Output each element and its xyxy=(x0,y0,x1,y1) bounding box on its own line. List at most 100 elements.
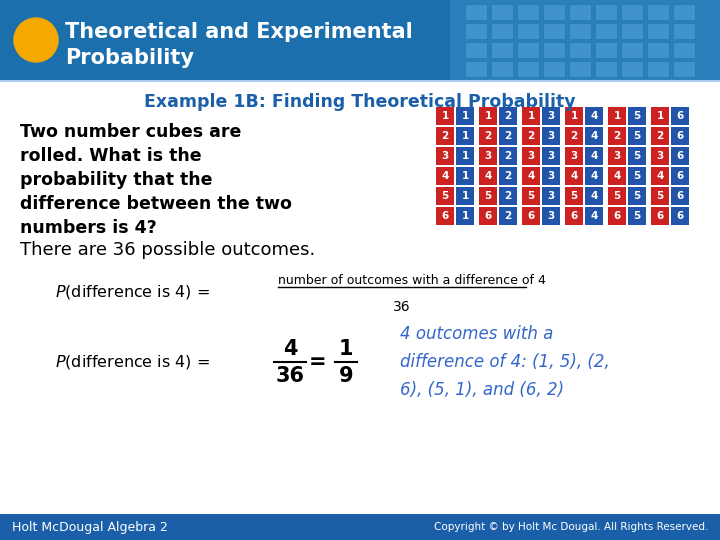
Bar xyxy=(479,167,497,185)
Bar xyxy=(517,42,539,58)
Bar xyxy=(651,187,669,205)
Bar xyxy=(595,4,617,20)
Text: difference between the two: difference between the two xyxy=(20,195,292,213)
Bar xyxy=(647,23,669,39)
Bar xyxy=(565,187,583,205)
Text: 1: 1 xyxy=(441,111,449,121)
Bar xyxy=(491,23,513,39)
Text: 4: 4 xyxy=(441,171,449,181)
Text: 1: 1 xyxy=(462,131,469,141)
Bar xyxy=(456,187,474,205)
Text: 6: 6 xyxy=(527,211,535,221)
Text: 5: 5 xyxy=(634,191,641,201)
Text: There are 36 possible outcomes.: There are 36 possible outcomes. xyxy=(20,241,315,259)
Bar xyxy=(517,23,539,39)
Bar xyxy=(671,147,689,165)
Text: 1: 1 xyxy=(462,111,469,121)
Bar xyxy=(647,61,669,77)
Text: 4: 4 xyxy=(527,171,535,181)
Bar xyxy=(522,147,540,165)
Bar xyxy=(436,107,454,125)
Text: 3: 3 xyxy=(613,151,621,161)
Bar xyxy=(543,4,565,20)
Bar xyxy=(595,23,617,39)
Bar xyxy=(628,127,646,145)
Text: 6: 6 xyxy=(441,211,449,221)
Bar xyxy=(628,107,646,125)
Bar xyxy=(499,167,517,185)
Bar xyxy=(456,147,474,165)
Text: Probability: Probability xyxy=(65,48,194,68)
Bar xyxy=(499,187,517,205)
Bar xyxy=(465,23,487,39)
Bar xyxy=(479,207,497,225)
Text: 6: 6 xyxy=(676,191,683,201)
Bar xyxy=(585,167,603,185)
Bar xyxy=(621,42,643,58)
Text: 4: 4 xyxy=(485,171,492,181)
Text: 1: 1 xyxy=(338,339,354,359)
Bar xyxy=(522,207,540,225)
Text: probability that the: probability that the xyxy=(20,171,212,189)
Text: 5: 5 xyxy=(441,191,449,201)
Text: Two number cubes are: Two number cubes are xyxy=(20,123,241,141)
Text: 4: 4 xyxy=(657,171,664,181)
Text: 2: 2 xyxy=(505,191,512,201)
Text: 36: 36 xyxy=(393,300,411,314)
Text: $\it{P}$(difference is 4) =: $\it{P}$(difference is 4) = xyxy=(55,353,212,371)
Bar xyxy=(671,127,689,145)
Bar xyxy=(628,187,646,205)
Text: 2: 2 xyxy=(613,131,621,141)
Bar xyxy=(595,42,617,58)
Bar xyxy=(671,167,689,185)
Bar xyxy=(456,207,474,225)
Bar xyxy=(608,127,626,145)
Bar xyxy=(0,514,720,540)
Text: 4: 4 xyxy=(590,171,598,181)
Text: 4: 4 xyxy=(283,339,297,359)
Text: 3: 3 xyxy=(570,151,577,161)
Text: 1: 1 xyxy=(462,151,469,161)
Bar xyxy=(522,127,540,145)
Bar xyxy=(647,42,669,58)
Bar xyxy=(673,23,695,39)
Bar xyxy=(542,107,560,125)
Text: 6: 6 xyxy=(676,211,683,221)
Bar xyxy=(585,187,603,205)
Bar xyxy=(585,207,603,225)
Text: 3: 3 xyxy=(547,171,554,181)
Text: 3: 3 xyxy=(547,151,554,161)
Text: 5: 5 xyxy=(527,191,535,201)
Bar xyxy=(569,23,591,39)
Text: 3: 3 xyxy=(485,151,492,161)
Text: 6: 6 xyxy=(676,171,683,181)
Text: 2: 2 xyxy=(570,131,577,141)
Bar xyxy=(499,207,517,225)
Text: 2: 2 xyxy=(505,111,512,121)
Text: 5: 5 xyxy=(634,131,641,141)
Bar xyxy=(651,167,669,185)
Bar xyxy=(671,107,689,125)
Bar xyxy=(569,4,591,20)
Text: 5: 5 xyxy=(570,191,577,201)
Bar xyxy=(565,107,583,125)
Text: 6: 6 xyxy=(613,211,621,221)
Bar xyxy=(479,127,497,145)
Bar xyxy=(543,61,565,77)
Text: $\it{P}$(difference is 4) =: $\it{P}$(difference is 4) = xyxy=(55,283,212,301)
Text: 2: 2 xyxy=(441,131,449,141)
Bar xyxy=(542,147,560,165)
Bar xyxy=(628,147,646,165)
Bar xyxy=(479,147,497,165)
Bar xyxy=(0,0,720,80)
Text: 2: 2 xyxy=(505,171,512,181)
Bar xyxy=(465,61,487,77)
Text: 1: 1 xyxy=(462,211,469,221)
Text: 1: 1 xyxy=(613,111,621,121)
Bar xyxy=(671,207,689,225)
Text: 4: 4 xyxy=(590,151,598,161)
Bar xyxy=(608,167,626,185)
Bar xyxy=(542,167,560,185)
Text: Holt McDougal Algebra 2: Holt McDougal Algebra 2 xyxy=(12,521,168,534)
Bar xyxy=(608,207,626,225)
